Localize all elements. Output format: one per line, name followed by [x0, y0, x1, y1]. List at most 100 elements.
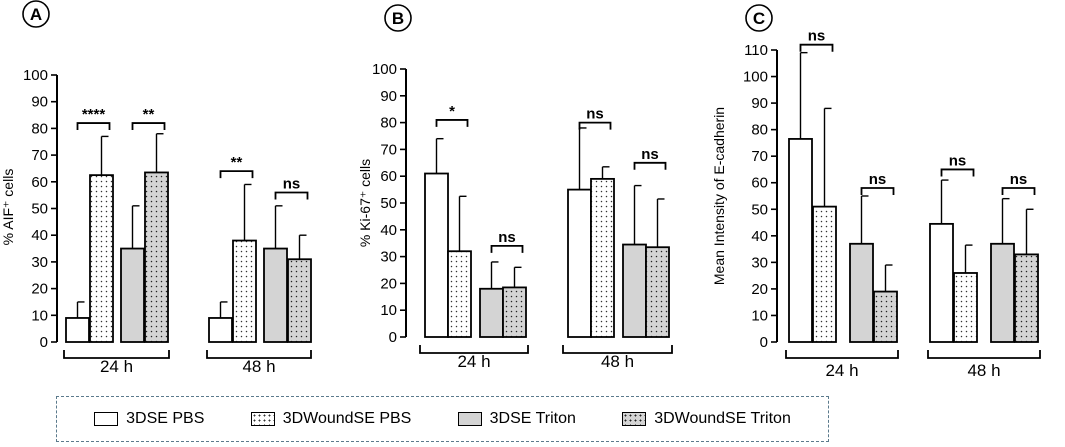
x-group-label: 48 h [967, 361, 1000, 380]
y-tick-label: 80 [751, 122, 768, 139]
panel-label: B [392, 9, 404, 28]
significance-label: ** [231, 154, 243, 171]
y-tick-label: 70 [751, 148, 768, 165]
group-bracket [785, 350, 899, 359]
x-group-label: 24 h [825, 361, 858, 380]
y-tick-label: 100 [372, 61, 397, 78]
panel-label-circle [384, 4, 412, 32]
bar-3dse-triton [990, 242, 1015, 343]
y-tick-label: 110 [744, 42, 768, 59]
legend-swatch [250, 412, 275, 426]
significance-label: ns [498, 229, 516, 246]
y-axis-label: Mean Intensity of E-cadherin [711, 107, 727, 285]
significance-label: ns [641, 146, 659, 163]
bar-3dwoundse-pbs [232, 239, 257, 343]
significance-bracket [799, 43, 834, 52]
bar-3dse-triton [120, 247, 145, 343]
bar-3dwoundse-triton [645, 246, 670, 338]
legend-label: 3DSE PBS [126, 410, 205, 427]
significance-bracket [76, 122, 111, 131]
y-tick-label: 0 [40, 334, 48, 351]
y-tick-label: 100 [743, 69, 768, 86]
y-tick-label: 10 [751, 307, 768, 324]
y-tick-label: 0 [760, 334, 768, 351]
y-axis-label: % Ki-67⁺ cells [357, 159, 373, 247]
y-tick-label: 80 [380, 115, 397, 132]
bar-3dwoundse-pbs [812, 205, 837, 343]
bar-3dse-pbs [65, 317, 90, 343]
y-tick-label: 30 [380, 249, 397, 266]
y-tick-label: 70 [31, 147, 48, 164]
y-tick-label: 20 [380, 275, 397, 292]
legend-label: 3DWoundSE Triton [654, 410, 791, 427]
y-tick-label: 90 [751, 95, 768, 112]
group-bracket [206, 350, 312, 359]
y-tick-label: 50 [751, 201, 768, 218]
bar-3dwoundse-pbs [447, 250, 472, 338]
legend-swatch [622, 412, 647, 426]
x-group-label: 48 h [242, 357, 275, 376]
significance-label: * [449, 103, 455, 120]
y-tick-label: 40 [380, 222, 397, 239]
legend-swatch [457, 412, 482, 426]
y-tick-label: 30 [751, 254, 768, 271]
bar-3dse-pbs [788, 138, 813, 343]
significance-label: ns [586, 106, 604, 123]
y-tick-label: 10 [31, 307, 48, 324]
y-tick-label: 20 [31, 281, 48, 298]
legend-item-3dse-triton: 3DSE Triton [457, 410, 576, 428]
panel-label-circle [745, 4, 773, 32]
x-group-label: 48 h [601, 352, 634, 371]
bar-3dse-triton [263, 247, 288, 343]
significance-label: **** [82, 106, 106, 123]
panel-c-chart: C 0 10 20 30 40 50 60 70 80 90 100 110 Mean Intensity… [711, 4, 1041, 380]
significance-label: ns [1010, 171, 1028, 188]
significance-bracket [860, 187, 895, 196]
group-bracket [419, 345, 529, 354]
legend-swatch [94, 412, 119, 426]
legend-item-3dwoundse-triton: 3DWoundSE Triton [622, 410, 791, 428]
bar-3dse-pbs [424, 172, 449, 338]
bar-3dse-pbs [567, 188, 592, 338]
panel-a-chart: A 0 10 20 30 40 50 60 70 80 90 100 % AIF⁺ cells 24 h 4… [0, 0, 312, 376]
y-tick-label: 50 [380, 195, 397, 212]
significance-label: ** [143, 106, 155, 123]
significance-bracket [435, 119, 469, 127]
y-tick-label: 40 [31, 227, 48, 244]
significance-bracket [633, 161, 667, 170]
significance-label: ns [283, 175, 301, 192]
group-bracket [927, 350, 1041, 359]
x-group-label: 24 h [457, 352, 490, 371]
significance-bracket [274, 191, 309, 200]
y-tick-label: 10 [380, 302, 397, 319]
legend: 3DSE PBS 3DWoundSE PBS 3DSE Triton 3DWou… [56, 396, 829, 442]
bar-3dwoundse-pbs [953, 272, 978, 343]
y-tick-label: 20 [751, 281, 768, 298]
legend-item-3dwoundse-pbs: 3DWoundSE PBS [250, 410, 412, 428]
bar-3dwoundse-triton [144, 171, 169, 343]
bar-3dwoundse-triton [873, 290, 898, 343]
bar-3dwoundse-triton [1014, 253, 1039, 343]
significance-label: ns [869, 171, 887, 188]
y-tick-label: 30 [31, 254, 48, 271]
y-tick-label: 40 [751, 228, 768, 245]
bar-3dwoundse-triton [502, 286, 527, 338]
bar-3dse-pbs [208, 317, 233, 343]
bar-3dwoundse-triton [287, 258, 312, 343]
significance-label: ns [949, 152, 967, 169]
y-tick-label: 50 [31, 201, 48, 218]
y-tick-label: 100 [23, 67, 48, 84]
y-tick-label: 60 [31, 174, 48, 191]
y-tick-label: 80 [31, 120, 48, 137]
y-tick-label: 0 [389, 329, 397, 346]
legend-label: 3DWoundSE PBS [282, 410, 412, 427]
x-group-label: 24 h [100, 357, 133, 376]
panel-label: C [753, 9, 765, 28]
bar-3dse-pbs [929, 222, 954, 343]
bar-3dwoundse-pbs [89, 174, 114, 343]
group-bracket [562, 345, 673, 354]
panel-label: A [30, 5, 42, 24]
bar-3dse-triton [479, 287, 504, 338]
significance-bracket [1001, 187, 1036, 196]
